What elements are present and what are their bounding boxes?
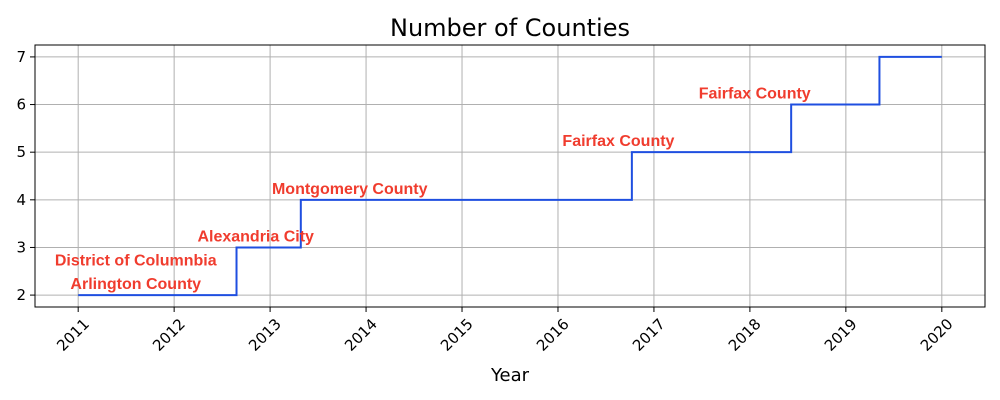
annotation-label: Fairfax County	[699, 86, 811, 103]
y-tick-label: 5	[16, 143, 26, 161]
y-tick-label: 2	[16, 286, 26, 304]
y-tick-label: 3	[16, 238, 26, 256]
annotation-label: Arlington County	[70, 276, 201, 293]
x-tick-label: 2014	[341, 315, 381, 355]
series-layer	[78, 55, 942, 297]
step-series-line	[78, 55, 942, 297]
x-axis-label: Year	[490, 365, 530, 386]
tick-layer: 2011 2012 2013 2014 2015 2016 2017 2018 2019 2020…	[16, 48, 956, 355]
y-tick-label: 4	[16, 191, 26, 209]
x-tick-label: 2011	[53, 315, 93, 355]
plot-frame	[34, 44, 986, 308]
x-tick-label: 2020	[917, 315, 957, 355]
x-tick-label: 2018	[725, 315, 765, 355]
x-tick-label: 2013	[245, 315, 285, 355]
x-tick-label: 2019	[821, 315, 861, 355]
x-tick-label: 2015	[437, 315, 477, 355]
annotation-label: District of Columnbia	[55, 252, 217, 269]
y-tick-label: 6	[16, 96, 26, 114]
annotation-label: Montgomery County	[272, 181, 428, 198]
annotation-layer: Arlington County District of Columnbia Ale…	[55, 86, 811, 294]
x-tick-label: 2012	[149, 315, 189, 355]
x-tick-label: 2016	[533, 315, 573, 355]
annotation-label: Alexandria City	[197, 228, 314, 245]
chart-title: Number of Counties	[390, 14, 630, 42]
y-tick-label: 7	[16, 48, 26, 66]
x-tick-label: 2017	[629, 315, 669, 355]
annotation-label: Fairfax County	[562, 133, 674, 150]
